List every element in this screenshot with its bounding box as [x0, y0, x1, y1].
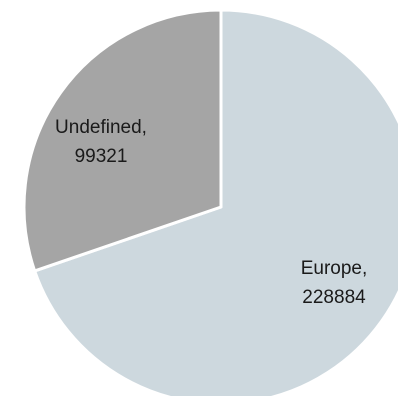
slice-label-undefined-value: 99321 [75, 146, 128, 167]
slice-label-europe-name: Europe, [301, 258, 368, 279]
pie-slice-europe [33, 8, 398, 396]
slice-label-europe-value: 228884 [302, 287, 366, 308]
slice-label-undefined-name: Undefined, [55, 117, 147, 138]
pie-slices [22, 8, 398, 396]
pie-slice-undefined [22, 8, 223, 273]
pie-data-labels: Undefined, 99321 Europe, 228884 [55, 117, 367, 308]
